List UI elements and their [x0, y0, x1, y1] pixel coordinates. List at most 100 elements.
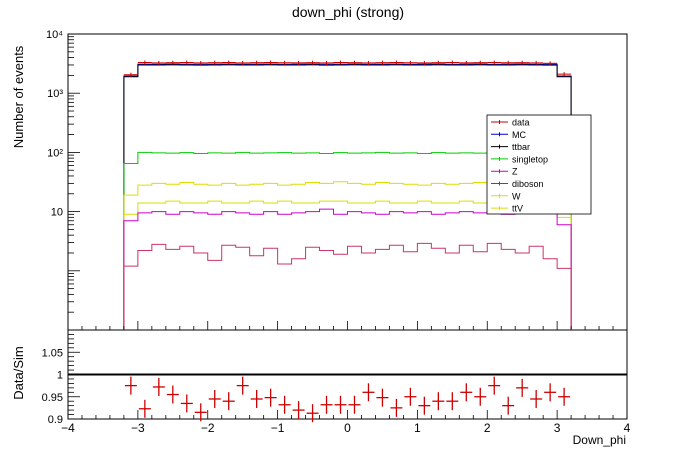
- ratio-point: [558, 387, 571, 406]
- data-point: [347, 60, 362, 65]
- y-tick-label: 10²: [47, 147, 63, 159]
- ratio-point: [446, 392, 459, 411]
- ratio-point: [362, 383, 375, 402]
- ratio-y-tick-label: 0.9: [48, 414, 63, 426]
- data-point: [417, 60, 432, 65]
- data-point: [543, 61, 558, 66]
- ratio-point: [376, 388, 389, 407]
- ratio-point: [194, 403, 207, 422]
- data-point: [193, 60, 208, 65]
- data-point: [403, 60, 418, 65]
- data-point: [221, 60, 236, 65]
- legend-label: W: [512, 191, 521, 201]
- data-point: [501, 60, 516, 65]
- ratio-point: [474, 387, 487, 406]
- ratio-point: [530, 389, 543, 408]
- data-point: [179, 60, 194, 65]
- data-point: [431, 60, 446, 65]
- legend-entry-z: Z: [491, 167, 518, 177]
- x-tick-label: 2: [484, 421, 491, 435]
- x-tick-label: 1: [414, 421, 421, 435]
- ratio-series-group: [68, 373, 627, 423]
- series-ttbar-line: [123, 64, 572, 330]
- data-point: [333, 60, 348, 65]
- ratio-point: [222, 392, 235, 411]
- ratio-point: [390, 398, 403, 417]
- legend-label: singletop: [512, 154, 548, 164]
- ratio-y-tick-label: 1: [57, 370, 63, 382]
- ratio-point: [418, 396, 431, 415]
- data-point: [249, 60, 264, 65]
- data-point: [165, 60, 180, 65]
- ratio-point: [334, 395, 347, 414]
- ratio-y-tick-label: 0.95: [42, 392, 63, 404]
- data-point: [151, 60, 166, 65]
- chart-title: down_phi (strong): [292, 4, 404, 20]
- ratio-point: [502, 396, 515, 415]
- data-point: [473, 60, 488, 65]
- data-point: [319, 60, 334, 65]
- data-point: [305, 60, 320, 65]
- data-point: [137, 60, 152, 65]
- ratio-point: [432, 392, 445, 411]
- ratio-point: [404, 387, 417, 406]
- axes-group: −4 −3 −2 −1 0 1 2 3 4 10 10² 10³ 10⁴ 0.9 0.95 1 1.05: [42, 29, 631, 435]
- x-tick-label: −1: [271, 421, 285, 435]
- series-diboson-line: [123, 242, 572, 330]
- x-tick-label: 4: [624, 421, 631, 435]
- main-y-axis-label: Number of events: [11, 45, 26, 148]
- data-point: [235, 60, 250, 65]
- ratio-point: [166, 385, 179, 404]
- legend-label: Z: [512, 167, 518, 177]
- ratio-point: [516, 378, 529, 397]
- x-tick-label: 3: [554, 421, 561, 435]
- ratio-point: [138, 399, 151, 418]
- legend-entry-ttv: ttV: [491, 204, 523, 214]
- ratio-point: [152, 377, 165, 396]
- legend-box: [486, 114, 592, 215]
- legend-label: ttbar: [512, 142, 530, 152]
- data-point: [123, 72, 138, 77]
- series-mc-line: [123, 63, 572, 330]
- data-point: [459, 60, 474, 65]
- ratio-point: [250, 389, 263, 408]
- legend-label: diboson: [512, 179, 544, 189]
- data-point: [487, 60, 502, 65]
- ratio-point: [208, 389, 221, 408]
- data-point: [445, 60, 460, 65]
- ratio-point: [236, 376, 249, 395]
- ratio-point: [488, 376, 501, 395]
- legend-entry-w: W: [491, 191, 521, 201]
- legend-entry-mc: MC: [491, 130, 526, 140]
- data-point: [557, 72, 572, 77]
- ratio-point: [348, 395, 361, 414]
- data-point: [375, 60, 390, 65]
- x-tick-label: −2: [201, 421, 215, 435]
- x-tick-label: −3: [131, 421, 145, 435]
- legend-label: MC: [512, 130, 526, 140]
- ratio-point: [306, 404, 319, 423]
- x-axis-label: Down_phi: [573, 433, 626, 447]
- ratio-point: [320, 395, 333, 414]
- ratio-point: [292, 401, 305, 420]
- legend-label: data: [512, 118, 530, 128]
- data-point: [291, 60, 306, 65]
- data-point: [529, 60, 544, 65]
- y-tick-label: 10: [51, 207, 63, 219]
- y-tick-label: 10⁴: [46, 29, 63, 41]
- data-point: [515, 60, 530, 65]
- data-point: [361, 60, 376, 65]
- legend-entry-singletop: singletop: [491, 154, 548, 164]
- y-tick-label: 10³: [47, 88, 63, 100]
- ratio-point: [544, 383, 557, 402]
- x-tick-label: 0: [344, 421, 351, 435]
- legend-entry-diboson: diboson: [491, 179, 544, 189]
- legend-label: ttV: [512, 204, 523, 214]
- ratio-point: [278, 395, 291, 414]
- ratio-point: [124, 376, 137, 395]
- data-point: [277, 60, 292, 65]
- ratio-point: [460, 383, 473, 402]
